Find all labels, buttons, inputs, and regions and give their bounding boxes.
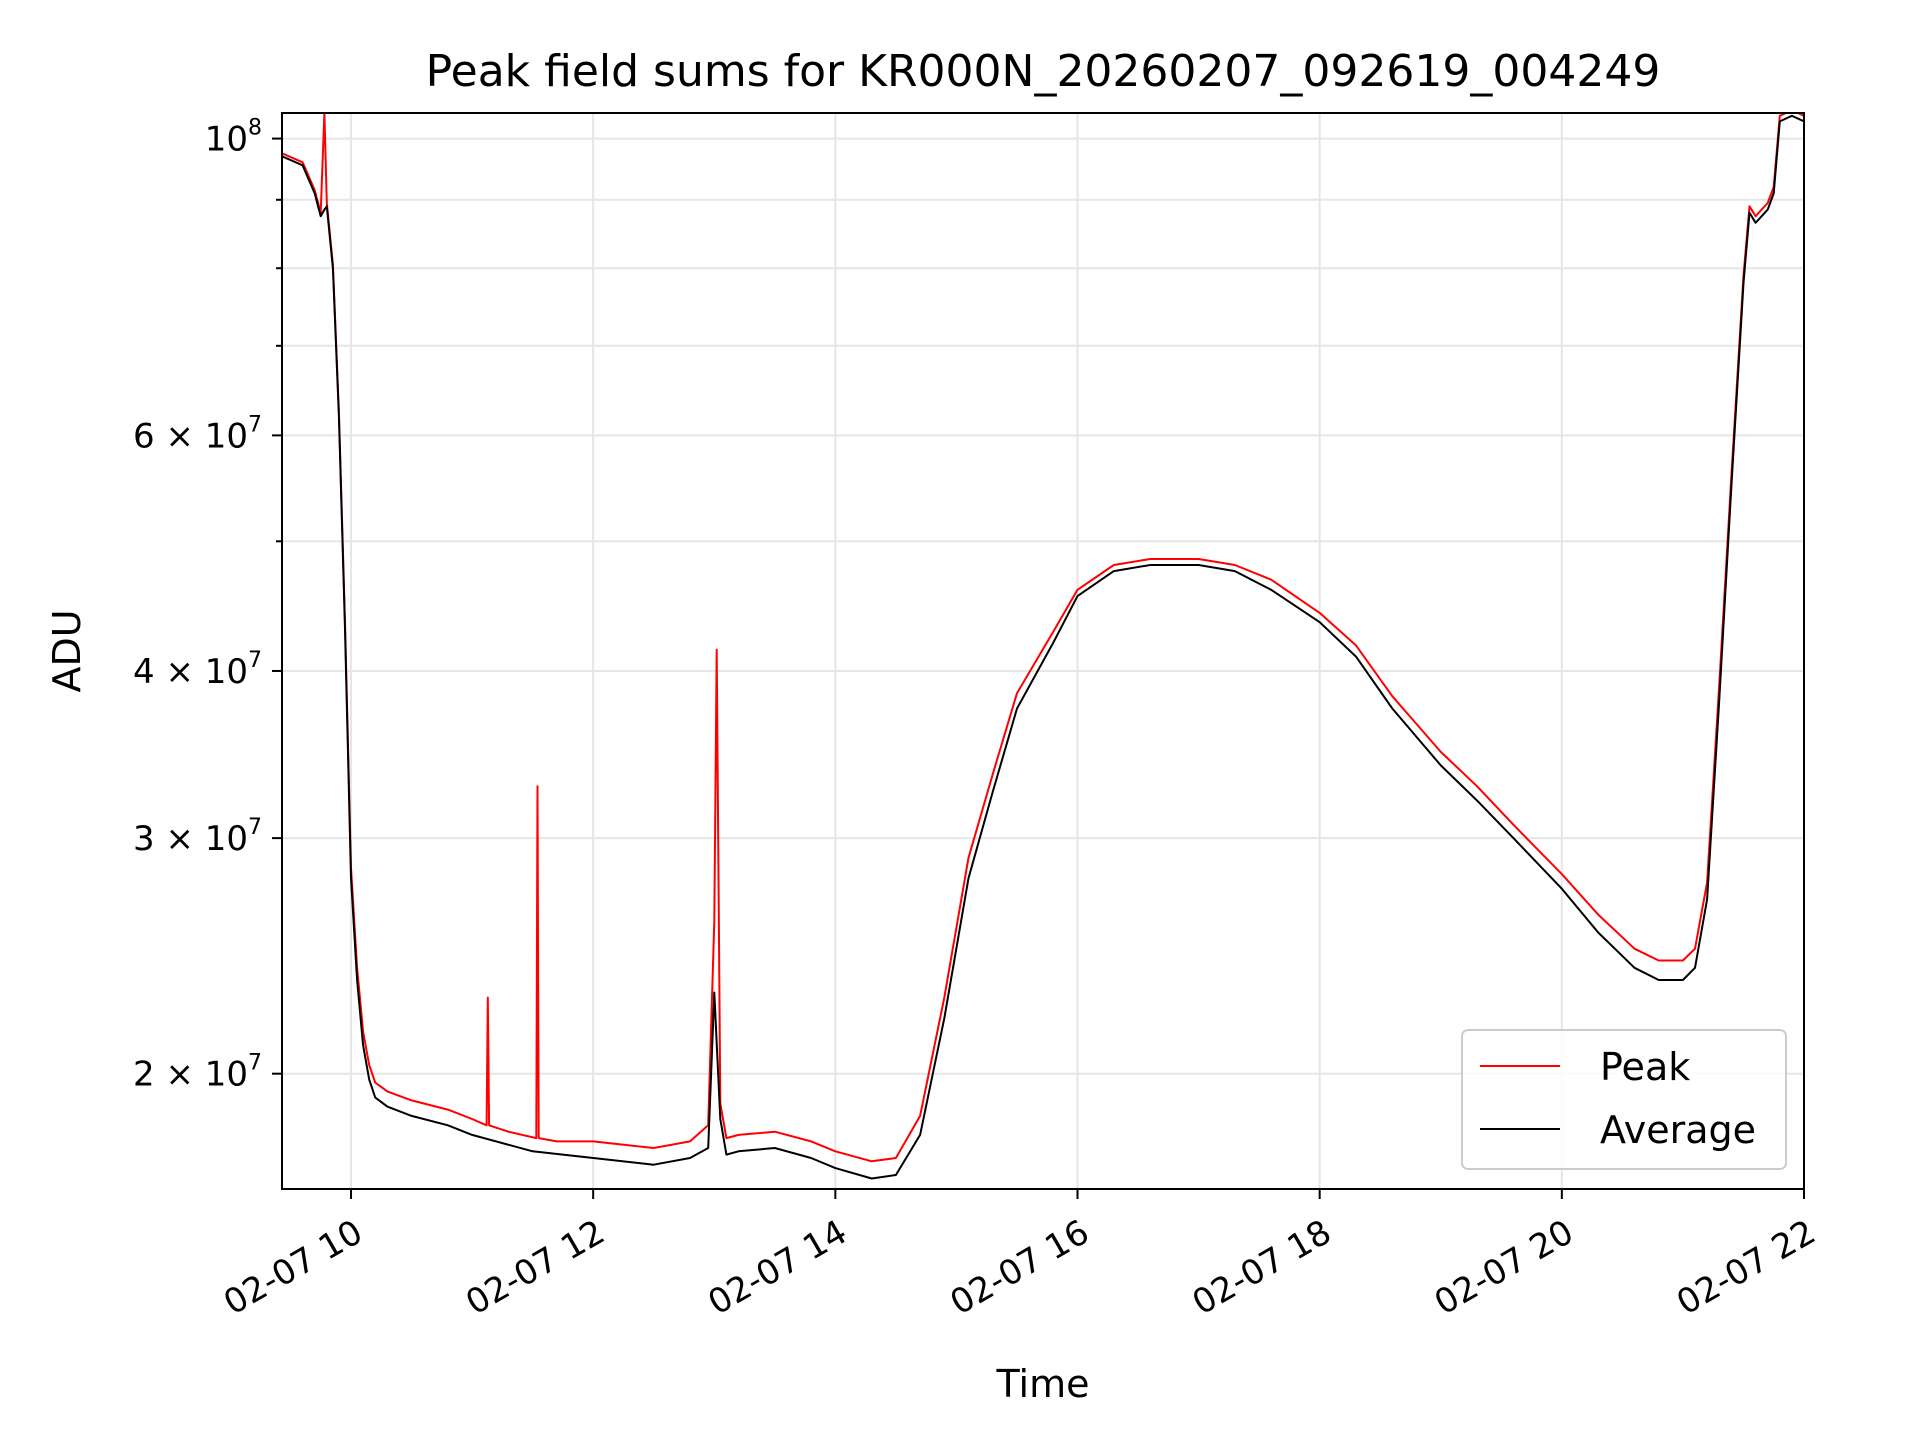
y-tick-label: 2 × 107 bbox=[133, 1051, 262, 1095]
y-tick-label-base: 4 × 10 bbox=[133, 652, 248, 692]
y-tick-label-exponent: 7 bbox=[248, 815, 262, 840]
y-tick-label-exponent: 7 bbox=[248, 648, 262, 673]
series-line-peak bbox=[282, 113, 1804, 1163]
legend-box bbox=[1461, 1029, 1787, 1170]
x-axis-label: Time bbox=[996, 1362, 1090, 1406]
y-tick-label-base: 6 × 10 bbox=[133, 416, 248, 456]
y-tick-label: 4 × 107 bbox=[133, 648, 262, 692]
legend-average-label: Average bbox=[1600, 1108, 1756, 1152]
series-line-average bbox=[282, 114, 1804, 1180]
legend: Peak Average bbox=[1461, 1029, 1787, 1170]
y-tick-label-base: 2 × 10 bbox=[133, 1055, 248, 1095]
y-axis-label: ADU bbox=[45, 609, 89, 692]
chart-title: Peak field sums for KR000N_20260207_0926… bbox=[426, 46, 1661, 97]
legend-peak-label: Peak bbox=[1600, 1045, 1690, 1089]
plot-frame bbox=[281, 112, 1805, 1190]
y-tick-label-base: 3 × 10 bbox=[133, 819, 248, 859]
y-tick-label: 108 bbox=[205, 116, 262, 160]
y-tick-label: 6 × 107 bbox=[133, 412, 262, 456]
y-tick-label-exponent: 7 bbox=[248, 1051, 262, 1076]
y-tick-label: 3 × 107 bbox=[133, 815, 262, 859]
y-tick-label-exponent: 7 bbox=[248, 412, 262, 437]
series-layer bbox=[282, 113, 1804, 1180]
y-tick-label-exponent: 8 bbox=[248, 116, 262, 141]
y-tick-label-base: 10 bbox=[205, 120, 248, 160]
